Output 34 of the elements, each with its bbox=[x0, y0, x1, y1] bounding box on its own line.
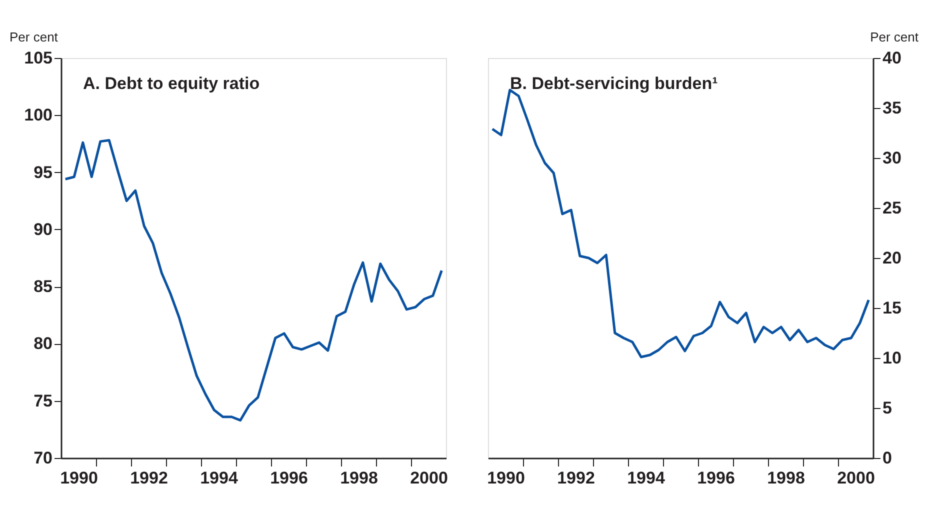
x-tick-label: 1994 bbox=[627, 468, 666, 488]
y-tick-label: 15 bbox=[882, 298, 902, 318]
x-tick-label: 2000 bbox=[837, 468, 875, 488]
y-tick-label: 25 bbox=[882, 198, 902, 218]
y-tick-label: 40 bbox=[882, 48, 902, 68]
y-tick-label: 95 bbox=[34, 162, 52, 182]
y-axis-title: Per cent bbox=[10, 30, 58, 44]
y-tick-label: 100 bbox=[24, 106, 52, 125]
y-tick-label: 70 bbox=[34, 448, 52, 468]
x-tick-label: 1996 bbox=[697, 468, 735, 488]
y-tick-label: 0 bbox=[882, 448, 892, 468]
text: A. Debt to equity ratio bbox=[83, 74, 260, 93]
x-tick-label: 1998 bbox=[767, 468, 805, 488]
x-tick-label: 1992 bbox=[557, 468, 595, 488]
y-tick-label: 90 bbox=[34, 220, 52, 239]
y-tick-label: 20 bbox=[882, 248, 902, 268]
text: B. Debt-servicing burden¹ bbox=[510, 74, 718, 93]
x-tick-label: 1998 bbox=[340, 468, 378, 488]
x-tick-label: 1994 bbox=[200, 468, 238, 488]
y-tick-label: 75 bbox=[34, 391, 52, 410]
y-tick-label: 35 bbox=[882, 98, 902, 118]
x-tick-label: 1992 bbox=[130, 468, 168, 488]
y-tick-label: 85 bbox=[34, 277, 52, 296]
y-tick-label: 30 bbox=[882, 148, 902, 168]
y-tick-label: 10 bbox=[882, 348, 902, 368]
x-tick-label: 2000 bbox=[410, 468, 448, 488]
line-series bbox=[64, 139, 443, 422]
y-tick-label: 5 bbox=[882, 398, 892, 418]
y-axis-title: Per cent bbox=[870, 30, 919, 44]
y-tick-label: 105 bbox=[24, 48, 52, 68]
x-tick-label: 1990 bbox=[60, 468, 98, 488]
y-tick-label: 80 bbox=[34, 334, 52, 354]
x-tick-label: 1990 bbox=[487, 468, 525, 488]
x-tick-label: 1996 bbox=[270, 468, 308, 488]
